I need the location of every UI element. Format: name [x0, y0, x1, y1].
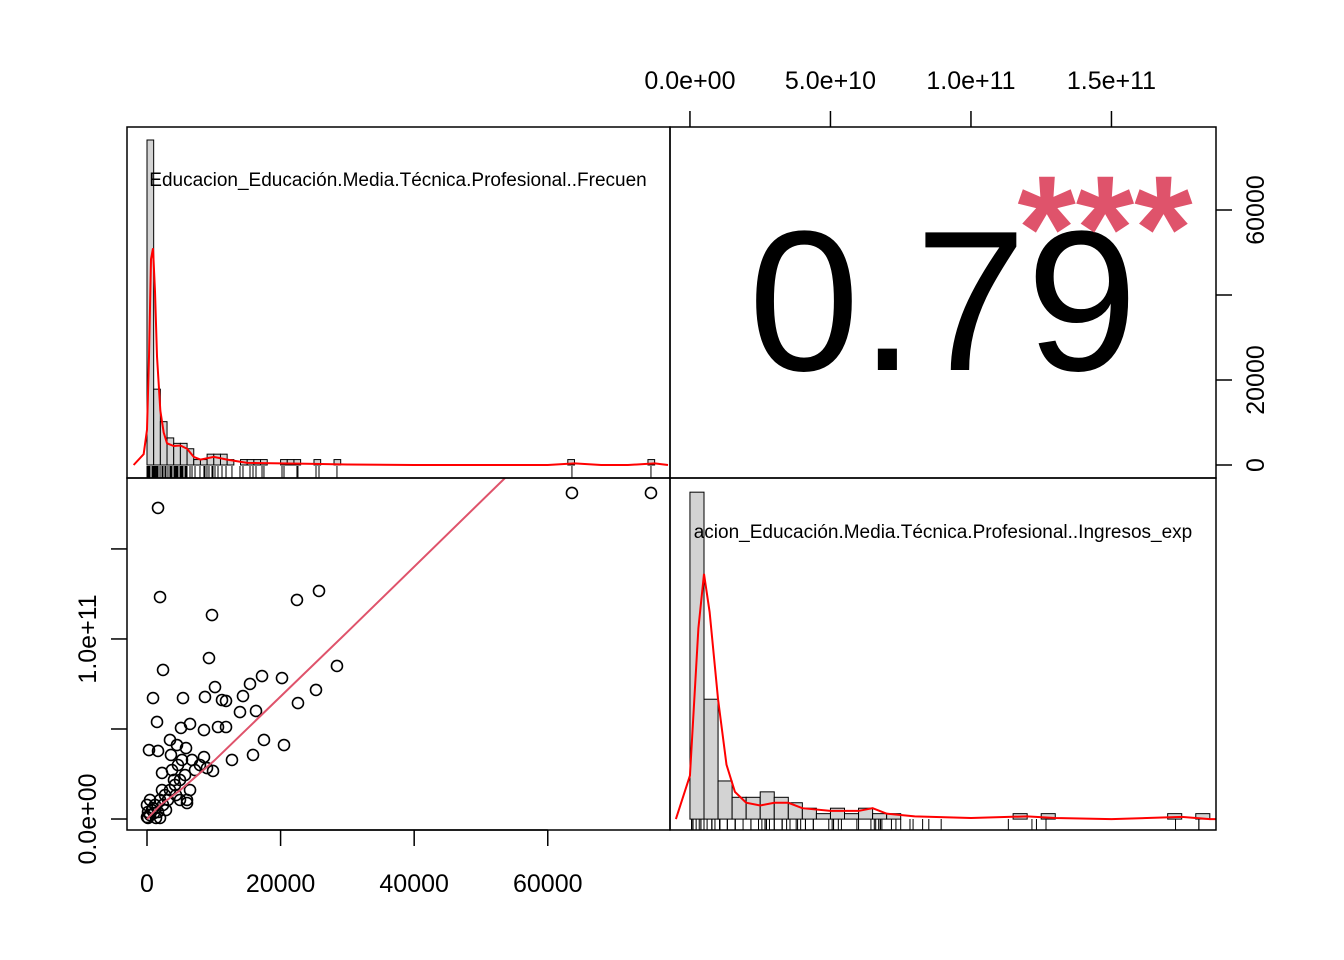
significance-stars: *** [1017, 144, 1193, 312]
hist-bar [703, 698, 719, 820]
x2-tick-label: 1.0e+11 [926, 67, 1015, 95]
hist-bar [815, 813, 831, 820]
scatter-point [249, 704, 263, 718]
x2-tick-label: 1.5e+11 [1067, 67, 1156, 95]
hist-bar [829, 807, 846, 820]
y-tick-label: 1.0e+11 [74, 594, 102, 683]
scatter-point [565, 486, 579, 500]
scatter-point [219, 720, 233, 734]
scatter-point [164, 748, 178, 762]
hist-bar [293, 459, 302, 466]
scatter-point [312, 584, 326, 598]
scatter-point [179, 741, 193, 755]
scatter-point [290, 593, 304, 607]
x-tick-label: 0 [140, 870, 154, 898]
scatter-point [180, 796, 194, 810]
scatter-point [202, 651, 216, 665]
x-tick-label: 60000 [513, 870, 583, 898]
x2-tick-label: 0.0e+00 [644, 67, 735, 95]
hist-bar [193, 459, 201, 466]
hist-bar [773, 796, 789, 820]
scatter-point [198, 690, 212, 704]
scatter-point [151, 744, 165, 758]
histogram [674, 491, 1216, 830]
scatter-point [219, 694, 233, 708]
scatter-point [173, 793, 187, 807]
scatter-point [142, 743, 156, 757]
scatter-point [330, 659, 344, 673]
scatter-point [153, 590, 167, 604]
scatter-point [236, 689, 250, 703]
hist-bar [213, 453, 221, 466]
scatter-point [277, 738, 291, 752]
scatter-point [197, 723, 211, 737]
scatter [140, 478, 658, 825]
scatter-point [155, 783, 169, 797]
x2-tick-label: 5.0e+10 [785, 67, 876, 95]
scatter-point [168, 778, 182, 792]
scatter-point [225, 753, 239, 767]
plot-layer: 0 20000 40000 60000 0.0e+00 5.0e+10 1.0e+11 1.5… [74, 67, 1270, 898]
scatter-point [275, 671, 289, 685]
scatter-point [255, 669, 269, 683]
scatter-point [183, 783, 197, 797]
hist-bar [206, 453, 215, 466]
scatter-point [176, 691, 190, 705]
scatter-point [257, 733, 271, 747]
scatter-point [205, 608, 219, 622]
hist-bar [166, 437, 175, 466]
y2-tick-label: 0 [1242, 458, 1270, 472]
panel [669, 477, 1217, 831]
scatter-point [644, 486, 658, 500]
histogram [132, 139, 669, 478]
scatter-point [233, 705, 247, 719]
scatter-point [140, 798, 154, 812]
trend-line [146, 478, 506, 820]
scatter-point [156, 663, 170, 677]
scatter-point [243, 677, 257, 691]
panel-borders [126, 126, 1217, 831]
hist-bar [567, 459, 575, 466]
scatter-point [309, 683, 323, 697]
density-line [674, 573, 1216, 821]
scatter-point [200, 761, 214, 775]
hist-bar [844, 813, 860, 820]
y-tick-label: 0.0e+00 [74, 773, 102, 864]
hist-bar [647, 459, 656, 466]
scatter-point [178, 768, 192, 782]
density-line [132, 248, 669, 466]
y2-tick-label: 60000 [1242, 175, 1270, 245]
variable-label: acion_Educación.Media.Técnica.Profesiona… [694, 522, 1193, 543]
x-tick-label: 40000 [379, 870, 449, 898]
scatter-point [140, 810, 154, 824]
scatter-point [150, 715, 164, 729]
scatter-point [193, 758, 207, 772]
hist-bar [872, 813, 888, 820]
hist-bar [745, 796, 761, 820]
scatter-point [156, 798, 170, 812]
hist-bar [717, 780, 733, 820]
scatter-point [291, 696, 305, 710]
scatter-point [147, 806, 161, 820]
scatter-point [206, 764, 220, 778]
panel [126, 477, 671, 831]
scatter-point [175, 753, 189, 767]
correlation-value: 0.79 [748, 190, 1137, 413]
scatter-point [174, 721, 188, 735]
scatter-point [151, 501, 165, 515]
y2-tick-label: 20000 [1242, 345, 1270, 415]
scatter-point [167, 773, 181, 787]
scatter-point [246, 748, 260, 762]
hist-bar [313, 459, 322, 466]
scatter-point [208, 680, 222, 694]
x-tick-label: 20000 [246, 870, 316, 898]
scatter-point [146, 691, 160, 705]
scatter-point [170, 738, 184, 752]
variable-label: Educacion_Educación.Media.Técnica.Profes… [149, 170, 646, 191]
scatter-point [211, 720, 225, 734]
